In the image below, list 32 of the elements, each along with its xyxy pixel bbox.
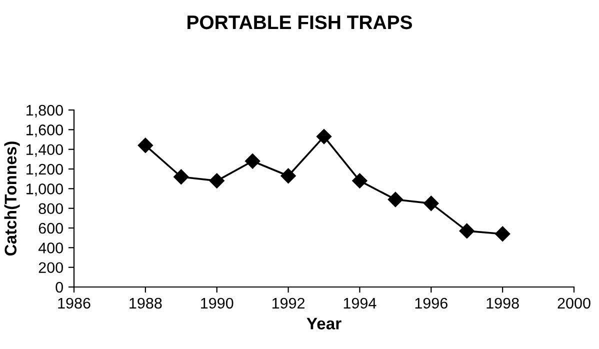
y-tick-label: 400 — [38, 242, 63, 254]
y-tick-label: 1,800 — [26, 104, 63, 118]
x-tick-label: 1994 — [344, 298, 376, 309]
point — [316, 128, 332, 144]
x-tick-label: 1988 — [130, 298, 162, 309]
point — [174, 169, 189, 184]
point — [459, 223, 474, 239]
y-tick-label: 600 — [38, 222, 63, 234]
x-tick-label: 2000 — [558, 298, 590, 309]
y-tick-label: 1,000 — [26, 184, 63, 196]
y-tick-label: 1,600 — [26, 124, 63, 138]
x-tick-label: 1998 — [486, 298, 519, 309]
x-tick-label: 1986 — [58, 298, 90, 309]
x-tick-label: 1992 — [272, 298, 305, 309]
point — [209, 173, 224, 188]
point — [280, 168, 296, 184]
point — [495, 226, 510, 242]
y-tick-label: 1,200 — [26, 164, 63, 176]
y-tick-label: 1,400 — [26, 144, 63, 157]
x-axis-title: Year — [306, 318, 342, 330]
point — [424, 196, 439, 211]
point — [245, 154, 260, 169]
x-tick-label: 1990 — [201, 298, 234, 309]
point — [138, 138, 153, 153]
y-axis-title: Catch(Tonnes) — [4, 142, 20, 256]
point — [388, 192, 403, 208]
y-tick-label: 0 — [56, 282, 63, 293]
y-tick-label: 800 — [38, 203, 63, 214]
chart-title: PORTABLE FISH TRAPS — [188, 15, 412, 30]
point — [352, 173, 368, 188]
x-tick-label: 1996 — [415, 298, 448, 309]
y-tick-label: 200 — [38, 262, 63, 274]
